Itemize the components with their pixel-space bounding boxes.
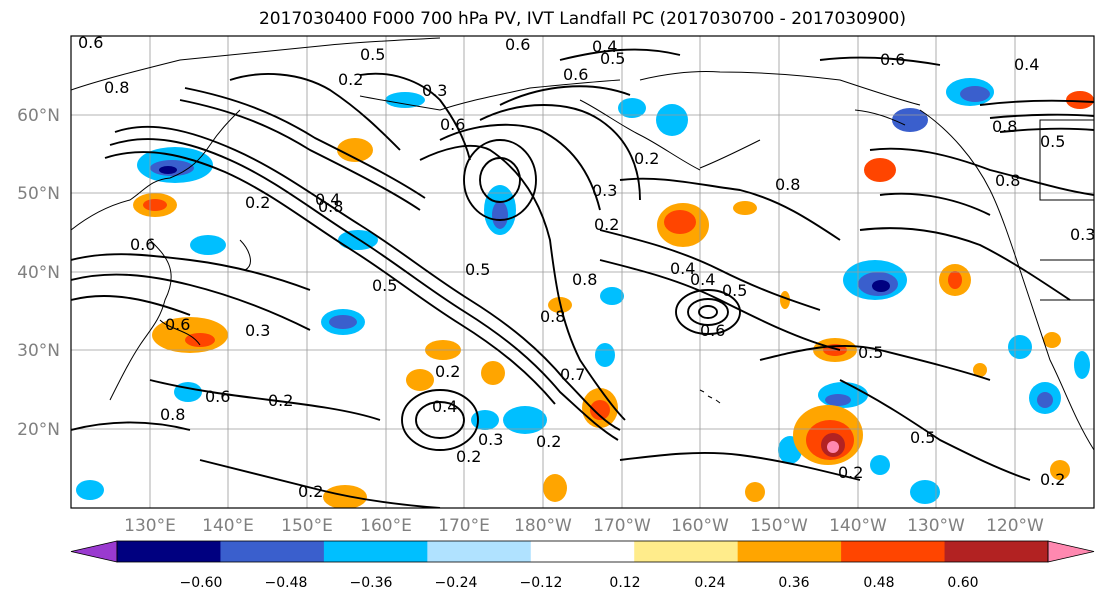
colorbar-segment <box>634 541 739 562</box>
contour-label: 0.4 <box>315 190 340 209</box>
lon-tick-label: 120°W <box>986 516 1044 536</box>
contour-label: 0.4 <box>592 37 617 56</box>
lon-tick-label: 140°E <box>202 516 254 536</box>
colorbar-label: 0.24 <box>694 575 725 591</box>
contour-label: 0.8 <box>540 307 565 326</box>
colorbar-segment <box>220 541 325 562</box>
lat-tick-label: 30°N <box>17 341 60 361</box>
contour-label: 0.5 <box>360 45 385 64</box>
contour-label: 0.2 <box>298 482 323 501</box>
contour-label-layer: 0.6 0.4 0.6 0.5 0.2 0.3 0.8 0.6 0.4 0.8 … <box>78 33 1095 501</box>
contour-label: 0.5 <box>1040 132 1065 151</box>
contour-label: 0.6 <box>165 315 190 334</box>
pv-contours <box>71 48 1094 508</box>
contour-label: 0.8 <box>104 78 129 97</box>
map-frame <box>70 35 1095 509</box>
contour-label: 0.2 <box>838 463 863 482</box>
colorbar-segment <box>841 541 946 562</box>
contour-label: 0.6 <box>130 235 155 254</box>
colorbar-label: 0.12 <box>609 575 640 591</box>
contour-label: 0.3 <box>422 81 447 100</box>
colorbar-segment <box>323 541 428 562</box>
contour-label: 0.3 <box>478 430 503 449</box>
contour-label: 0.3 <box>245 321 270 340</box>
contour-label: 0.4 <box>432 397 457 416</box>
contour-label: 0.6 <box>440 115 465 134</box>
colorbar-label: −0.24 <box>435 575 478 591</box>
colorbar-label: −0.12 <box>520 575 563 591</box>
lat-tick-label: 50°N <box>17 184 60 204</box>
contour-label: 0.2 <box>435 362 460 381</box>
colorbar-extend-min <box>70 540 118 563</box>
contour-label: 0.5 <box>600 49 625 68</box>
lat-tick-label: 60°N <box>17 106 60 126</box>
lon-tick-label: 150°E <box>281 516 333 536</box>
contour-label: 0.2 <box>245 193 270 212</box>
contour-label: 0.5 <box>858 343 883 362</box>
lon-tick-label: 130°E <box>124 516 176 536</box>
contour-label: 0.5 <box>722 281 747 300</box>
contour-label: 0.8 <box>992 117 1017 136</box>
lat-axis: 60°N 50°N 40°N 30°N 20°N <box>17 106 60 440</box>
colorbar-frame <box>116 540 1049 563</box>
colorbar-label: −0.60 <box>180 575 223 591</box>
colorbar-segment <box>737 541 842 562</box>
lon-tick-label: 160°W <box>671 516 729 536</box>
graticule <box>71 36 1094 508</box>
colorbar-label: 0.48 <box>863 575 894 591</box>
contour-label: 0.6 <box>205 387 230 406</box>
colorbar-extend-max <box>1047 540 1095 563</box>
lon-tick-label: 170°W <box>593 516 651 536</box>
lat-tick-label: 20°N <box>17 420 60 440</box>
contour-label: 0.4 <box>690 270 715 289</box>
coastlines <box>71 37 1094 451</box>
colorbar-segments <box>70 540 1095 563</box>
contour-label: 0.8 <box>572 270 597 289</box>
contour-label: 0.6 <box>78 33 103 52</box>
contour-label: 0.2 <box>594 215 619 234</box>
contour-label: 0.8 <box>995 171 1020 190</box>
contour-label: 0.3 <box>1070 225 1095 244</box>
contour-label: 0.2 <box>1040 470 1065 489</box>
contour-label: 0.6 <box>700 321 725 340</box>
contour-label: 0.2 <box>268 391 293 410</box>
contour-label: 0.2 <box>634 149 659 168</box>
contour-label: 0.2 <box>536 432 561 451</box>
contour-label: 0.8 <box>318 197 343 216</box>
contour-label: 0.2 <box>338 70 363 89</box>
contour-label: 0.4 <box>670 259 695 278</box>
contour-label: 0.6 <box>563 65 588 84</box>
colorbar-segment <box>427 541 532 562</box>
colorbar-labels: −0.60 −0.48 −0.36 −0.24 −0.12 0.12 0.24 … <box>180 575 979 591</box>
colorbar-label: 0.60 <box>947 575 978 591</box>
lat-tick-label: 40°N <box>17 263 60 283</box>
contour-label: 0.6 <box>505 35 530 54</box>
colorbar-label: −0.48 <box>265 575 308 591</box>
contour-label: 0.5 <box>910 428 935 447</box>
contour-label: 0.6 <box>880 50 905 69</box>
colorbar-segment <box>117 541 221 562</box>
contour-label: 0.8 <box>775 175 800 194</box>
colorbar-segment <box>530 541 635 562</box>
contour-label: 0.4 <box>1014 55 1039 74</box>
contour-label: 0.7 <box>560 365 585 384</box>
lon-tick-label: 130°W <box>907 516 965 536</box>
colorbar: −0.60 −0.48 −0.36 −0.24 −0.12 0.12 0.24 … <box>70 540 1095 591</box>
map-title: 2017030400 F000 700 hPa PV, IVT Landfall… <box>258 9 906 29</box>
contour-label: 0.5 <box>372 276 397 295</box>
colorbar-label: 0.36 <box>778 575 809 591</box>
colorbar-segment <box>944 541 1049 562</box>
contour-label: 0.5 <box>465 260 490 279</box>
lon-tick-label: 170°E <box>438 516 490 536</box>
contour-label: 0.8 <box>160 405 185 424</box>
lon-tick-label: 180°W <box>514 516 572 536</box>
contour-label: 0.3 <box>592 181 617 200</box>
lon-tick-label: 160°E <box>360 516 412 536</box>
colorbar-label: −0.36 <box>350 575 393 591</box>
lon-tick-label: 150°W <box>750 516 808 536</box>
lon-tick-label: 140°W <box>829 516 887 536</box>
contour-label: 0.2 <box>456 447 481 466</box>
lon-axis: 130°E 140°E 150°E 160°E 170°E 180°W 170°… <box>124 516 1044 536</box>
